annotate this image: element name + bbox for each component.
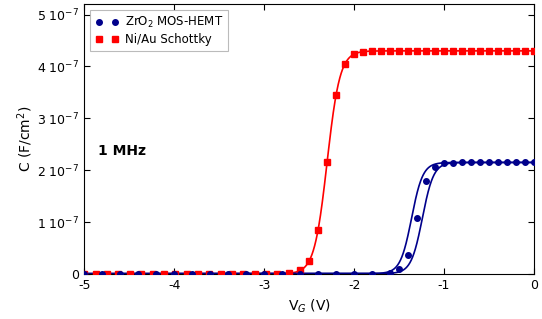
ZrO$_2$ MOS-HEMT	[450, 161, 456, 165]
Ni/Au Schottky	[513, 49, 519, 53]
Ni/Au Schottky	[414, 49, 420, 53]
ZrO$_2$ MOS-HEMT	[243, 272, 249, 276]
Ni/Au Schottky	[495, 49, 501, 53]
Ni/Au Schottky	[251, 272, 258, 276]
ZrO$_2$ MOS-HEMT	[495, 160, 501, 164]
Legend: ZrO$_2$ MOS-HEMT, Ni/Au Schottky: ZrO$_2$ MOS-HEMT, Ni/Au Schottky	[91, 10, 228, 51]
Ni/Au Schottky	[160, 272, 167, 276]
ZrO$_2$ MOS-HEMT	[513, 160, 519, 164]
ZrO$_2$ MOS-HEMT	[351, 272, 357, 276]
Ni/Au Schottky	[93, 272, 99, 276]
Ni/Au Schottky	[172, 272, 178, 276]
Ni/Au Schottky	[405, 49, 411, 53]
Ni/Au Schottky	[240, 272, 247, 276]
ZrO$_2$ MOS-HEMT	[504, 160, 510, 164]
ZrO$_2$ MOS-HEMT	[189, 272, 196, 276]
ZrO$_2$ MOS-HEMT	[369, 272, 375, 276]
Line: Ni/Au Schottky: Ni/Au Schottky	[82, 48, 537, 277]
Ni/Au Schottky	[127, 272, 133, 276]
ZrO$_2$ MOS-HEMT	[81, 272, 88, 276]
ZrO$_2$ MOS-HEMT	[414, 216, 420, 220]
ZrO$_2$ MOS-HEMT	[486, 160, 492, 164]
Ni/Au Schottky	[459, 49, 465, 53]
ZrO$_2$ MOS-HEMT	[476, 160, 483, 164]
Ni/Au Schottky	[183, 272, 190, 276]
Text: 1 MHz: 1 MHz	[98, 144, 146, 158]
Ni/Au Schottky	[315, 228, 321, 232]
ZrO$_2$ MOS-HEMT	[315, 272, 321, 276]
Y-axis label: C (F/cm$^2$): C (F/cm$^2$)	[15, 106, 35, 172]
Ni/Au Schottky	[531, 49, 537, 53]
Ni/Au Schottky	[450, 49, 456, 53]
Ni/Au Schottky	[432, 49, 438, 53]
Ni/Au Schottky	[342, 62, 349, 66]
ZrO$_2$ MOS-HEMT	[459, 160, 465, 164]
Ni/Au Schottky	[378, 49, 384, 53]
Ni/Au Schottky	[468, 49, 474, 53]
Ni/Au Schottky	[149, 272, 156, 276]
ZrO$_2$ MOS-HEMT	[405, 253, 411, 257]
Ni/Au Schottky	[115, 272, 122, 276]
Ni/Au Schottky	[306, 259, 312, 263]
Ni/Au Schottky	[396, 49, 402, 53]
Ni/Au Schottky	[324, 160, 331, 164]
Ni/Au Schottky	[229, 272, 235, 276]
ZrO$_2$ MOS-HEMT	[521, 160, 528, 164]
Ni/Au Schottky	[441, 49, 447, 53]
ZrO$_2$ MOS-HEMT	[423, 179, 429, 183]
ZrO$_2$ MOS-HEMT	[99, 272, 106, 276]
Ni/Au Schottky	[486, 49, 492, 53]
Ni/Au Schottky	[387, 49, 393, 53]
Ni/Au Schottky	[333, 93, 339, 97]
Ni/Au Schottky	[138, 272, 144, 276]
Ni/Au Schottky	[504, 49, 510, 53]
ZrO$_2$ MOS-HEMT	[153, 272, 159, 276]
Ni/Au Schottky	[351, 52, 357, 56]
Ni/Au Schottky	[195, 272, 201, 276]
Ni/Au Schottky	[286, 271, 292, 275]
ZrO$_2$ MOS-HEMT	[441, 161, 447, 165]
Ni/Au Schottky	[297, 269, 304, 272]
ZrO$_2$ MOS-HEMT	[135, 272, 141, 276]
Ni/Au Schottky	[81, 272, 88, 276]
ZrO$_2$ MOS-HEMT	[333, 272, 339, 276]
Ni/Au Schottky	[423, 49, 429, 53]
ZrO$_2$ MOS-HEMT	[171, 272, 178, 276]
ZrO$_2$ MOS-HEMT	[396, 267, 402, 271]
Ni/Au Schottky	[274, 272, 281, 276]
ZrO$_2$ MOS-HEMT	[531, 160, 537, 164]
ZrO$_2$ MOS-HEMT	[297, 272, 304, 276]
ZrO$_2$ MOS-HEMT	[117, 272, 124, 276]
ZrO$_2$ MOS-HEMT	[225, 272, 231, 276]
ZrO$_2$ MOS-HEMT	[261, 272, 267, 276]
Ni/Au Schottky	[360, 50, 366, 54]
ZrO$_2$ MOS-HEMT	[279, 272, 286, 276]
Ni/Au Schottky	[521, 49, 528, 53]
Ni/Au Schottky	[206, 272, 212, 276]
ZrO$_2$ MOS-HEMT	[387, 271, 393, 275]
ZrO$_2$ MOS-HEMT	[207, 272, 214, 276]
Line: ZrO$_2$ MOS-HEMT: ZrO$_2$ MOS-HEMT	[82, 160, 537, 276]
Ni/Au Schottky	[217, 272, 224, 276]
Ni/Au Schottky	[476, 49, 483, 53]
X-axis label: V$_G$ (V): V$_G$ (V)	[288, 297, 331, 315]
Ni/Au Schottky	[263, 272, 269, 276]
ZrO$_2$ MOS-HEMT	[468, 160, 474, 164]
Ni/Au Schottky	[369, 49, 375, 53]
ZrO$_2$ MOS-HEMT	[432, 165, 438, 169]
Ni/Au Schottky	[104, 272, 111, 276]
